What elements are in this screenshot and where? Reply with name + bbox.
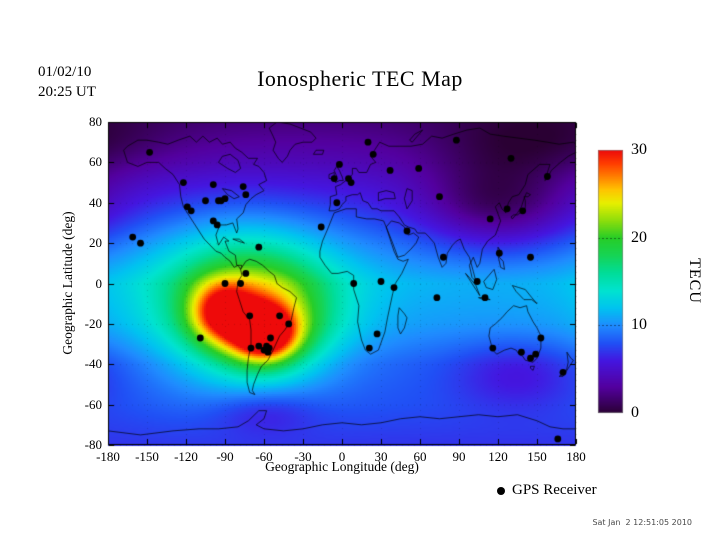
time-label: 20:25 UT <box>38 84 96 100</box>
colorbar-tick-label: 30 <box>631 141 647 158</box>
x-tick-label: -150 <box>135 449 159 464</box>
x-tick-label: -120 <box>174 449 198 464</box>
colorbar-tick-label: 0 <box>631 404 639 421</box>
x-tick-label: 90 <box>452 449 466 464</box>
x-tick-label: 0 <box>338 449 346 464</box>
colorbar-tick-label: 10 <box>631 316 647 334</box>
y-tick-label: 80 <box>89 114 102 129</box>
x-tick-label: -30 <box>294 449 312 464</box>
x-tick-label: 30 <box>374 449 388 464</box>
y-tick-label: -60 <box>84 396 102 412</box>
colorbar-tick-label: 20 <box>631 228 647 246</box>
date-label: 01/02/10 <box>38 64 92 80</box>
x-tick-label: 180 <box>566 449 586 464</box>
y-tick-label: -80 <box>84 437 102 452</box>
gps-receiver-dot-icon <box>497 486 505 495</box>
y-axis-label: Geographic Latitude (deg) <box>60 211 75 355</box>
colorbar-unit-label: TECU <box>686 258 703 304</box>
y-tick-label: -20 <box>84 315 102 331</box>
y-tick-label: 40 <box>89 194 102 210</box>
generation-timestamp: Sat Jan 2 12:51:05 2010 <box>592 518 692 527</box>
legend: GPS Receiver <box>497 482 597 499</box>
x-tick-label: -60 <box>255 449 273 464</box>
y-tick-label: -40 <box>84 356 102 372</box>
datestamp: 01/02/10 20:25 UT <box>38 62 96 102</box>
x-tick-label: 150 <box>527 449 547 464</box>
x-tick-label: -90 <box>216 449 234 464</box>
y-tick-label: 20 <box>89 235 102 251</box>
x-tick-label: 60 <box>413 449 427 464</box>
legend-label: GPS Receiver <box>512 482 597 498</box>
x-tick-label: -180 <box>96 449 120 464</box>
y-tick-label: 0 <box>95 275 103 291</box>
x-axis-label: Geographic Longitude (deg) <box>265 459 419 474</box>
x-tick-label: 120 <box>488 449 508 464</box>
page-title: Ionospheric TEC Map <box>257 66 463 91</box>
y-tick-label: 60 <box>89 154 102 170</box>
